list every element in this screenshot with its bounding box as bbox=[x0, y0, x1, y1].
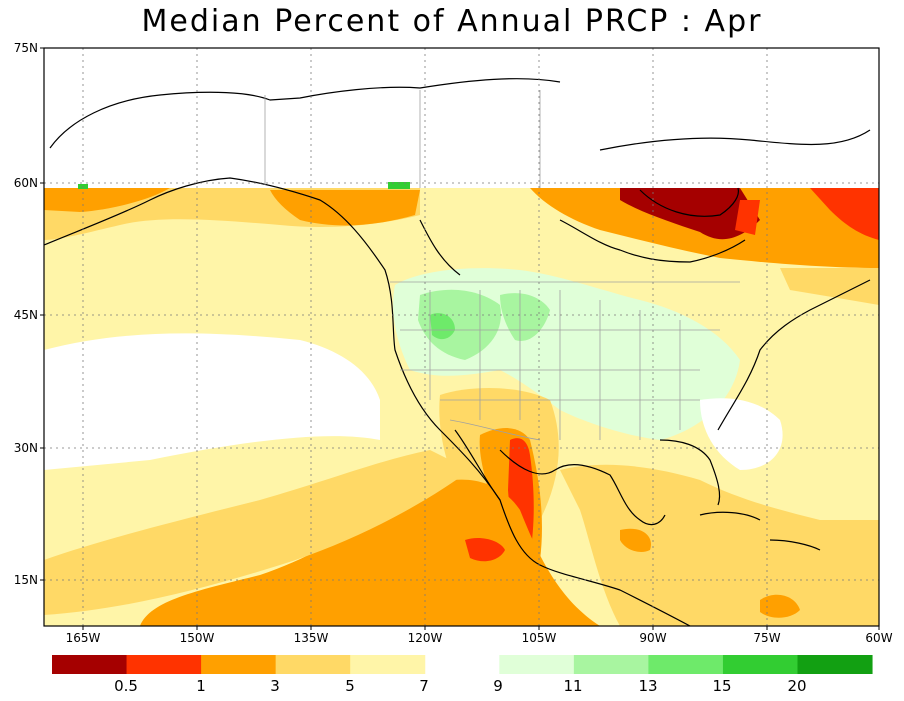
precip-pale-region-atlantic bbox=[790, 298, 879, 420]
map-title: Median Percent of Annual PRCP : Apr bbox=[141, 4, 763, 39]
colorbar-swatch bbox=[350, 655, 426, 674]
colorbar-swatch bbox=[648, 655, 724, 674]
colorbar-label: 9 bbox=[493, 677, 503, 695]
colorbar-label: 3 bbox=[270, 677, 280, 695]
colorbar-label: 7 bbox=[419, 677, 429, 695]
colorbar-swatch bbox=[52, 655, 128, 674]
colorbar-swatch bbox=[797, 655, 873, 674]
lon-label: 90W bbox=[639, 631, 666, 645]
precip-mid-green-region bbox=[430, 313, 455, 340]
precip-red-region-labrador bbox=[735, 200, 760, 235]
lat-label: 15N bbox=[14, 573, 38, 587]
precip-gold-region-maritimes bbox=[780, 268, 879, 305]
colorbar-swatch bbox=[499, 655, 575, 674]
colorbar-swatch bbox=[722, 655, 798, 674]
lat-label: 30N bbox=[14, 441, 38, 455]
colorbar bbox=[52, 655, 873, 674]
colorbar-label: 1 bbox=[196, 677, 206, 695]
precip-gold-region-pacific bbox=[44, 450, 470, 615]
colorbar-label: 0.5 bbox=[114, 677, 138, 695]
lon-label: 150W bbox=[180, 631, 215, 645]
lon-label: 135W bbox=[294, 631, 329, 645]
precip-orange-region-eastpacific bbox=[140, 479, 600, 626]
lon-label: 60W bbox=[865, 631, 892, 645]
precip-white-region-pacific bbox=[44, 333, 380, 470]
lon-label: 120W bbox=[408, 631, 443, 645]
colorbar-label: 20 bbox=[787, 677, 807, 695]
precip-darkred-region-hudson bbox=[620, 188, 760, 240]
colorbar-label: 15 bbox=[712, 677, 732, 695]
colorbar-label: 11 bbox=[563, 677, 583, 695]
precip-pale-region-npacific bbox=[44, 233, 380, 340]
colorbar-swatch bbox=[573, 655, 649, 674]
lon-label: 105W bbox=[522, 631, 557, 645]
lat-label: 45N bbox=[14, 308, 38, 322]
precip-orange-region-yucatan bbox=[620, 528, 651, 552]
precip-red-region-pacific-spot bbox=[465, 538, 505, 562]
precip-green-spot-north bbox=[388, 182, 410, 189]
precip-orange-region-venezuela bbox=[760, 594, 800, 618]
precip-red-region-labrador-east bbox=[810, 188, 879, 240]
precip-orange-region-yukon bbox=[270, 190, 420, 226]
map-plot-area bbox=[44, 48, 879, 626]
map-frame bbox=[43, 47, 880, 627]
precip-orange-region-alaska bbox=[44, 188, 170, 212]
precip-green-region-plains bbox=[500, 293, 550, 341]
colorbar-swatch bbox=[201, 655, 277, 674]
colorbar-label: 5 bbox=[345, 677, 355, 695]
precip-white-region-atlantic bbox=[700, 398, 783, 470]
coastlines bbox=[44, 78, 871, 626]
colorbar-swatch bbox=[275, 655, 351, 674]
lon-label: 75W bbox=[753, 631, 780, 645]
axis-ticks bbox=[40, 47, 880, 630]
grid-lines bbox=[44, 48, 879, 626]
lon-label: 165W bbox=[66, 631, 101, 645]
lat-label: 75N bbox=[14, 41, 38, 55]
colorbar-swatch bbox=[126, 655, 202, 674]
precip-gold-region-caribbean bbox=[560, 464, 879, 626]
lat-label: 60N bbox=[14, 176, 38, 190]
colorbar-label: 13 bbox=[638, 677, 658, 695]
political-borders bbox=[264, 90, 740, 441]
